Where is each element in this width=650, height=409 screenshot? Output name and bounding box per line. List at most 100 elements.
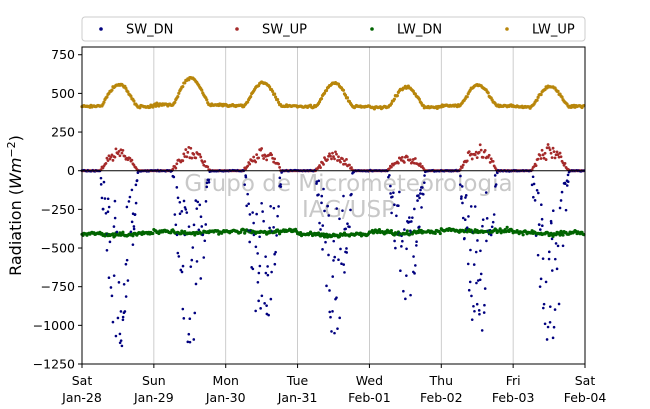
- x-tick-label: Mon Jan-30: [205, 373, 246, 405]
- sw-dn-point: [101, 207, 105, 211]
- sw-dn-point: [410, 220, 413, 223]
- sw-up-point: [465, 159, 469, 163]
- x-tick-label: Wed Feb-01: [348, 373, 391, 405]
- plot-frame: [81, 46, 586, 365]
- sw-dn-point: [199, 277, 203, 280]
- sw-dn-point: [257, 271, 261, 275]
- sw-dn-point: [339, 247, 342, 251]
- sw-dn-point: [200, 225, 204, 228]
- sw-dn-point: [566, 180, 570, 183]
- sw-dn-point: [536, 253, 540, 257]
- lw-up-point: [249, 95, 253, 99]
- sw-up-point: [461, 163, 465, 167]
- sw-up-point: [198, 152, 202, 156]
- sw-dn-point: [494, 183, 498, 186]
- sw-up-point: [389, 165, 393, 169]
- sw-up-point: [542, 156, 546, 160]
- sw-up-point: [270, 153, 274, 157]
- sw-dn-point: [557, 302, 561, 306]
- y-tick-label: 0: [67, 163, 75, 178]
- sw-dn-point: [247, 202, 250, 206]
- sw-up-point: [182, 152, 186, 156]
- sw-dn-point: [496, 171, 499, 175]
- sw-dn-point: [416, 199, 419, 202]
- sw-dn-point: [317, 179, 321, 183]
- sw-dn-point: [531, 175, 535, 179]
- sw-dn-point: [460, 195, 463, 198]
- sw-dn-point: [194, 282, 198, 286]
- sw-dn-point: [393, 239, 396, 243]
- sw-dn-point: [135, 179, 139, 182]
- lw-up-point: [535, 98, 539, 102]
- sw-up-point: [118, 154, 122, 158]
- sw-dn-point: [331, 275, 335, 278]
- y-tick-label: −250: [41, 202, 75, 217]
- sw-dn-point: [188, 317, 192, 321]
- sw-dn-point: [413, 272, 416, 275]
- sw-dn-point: [193, 311, 197, 315]
- sw-dn-point: [333, 255, 337, 259]
- sw-dn-point: [420, 206, 423, 209]
- sw-dn-point: [173, 213, 177, 216]
- sw-dn-point: [102, 180, 106, 184]
- sw-dn-point: [400, 245, 403, 248]
- sw-dn-point: [473, 205, 477, 208]
- lw-dn-point: [551, 234, 555, 238]
- sw-up-point: [473, 153, 477, 157]
- sw-dn-point: [131, 243, 135, 246]
- sw-dn-point: [565, 184, 569, 187]
- sw-dn-point: [123, 310, 127, 313]
- sw-dn-point: [324, 240, 327, 244]
- sw-dn-point: [323, 209, 326, 213]
- sw-dn-point: [561, 244, 565, 248]
- sw-dn-point: [392, 191, 395, 195]
- x-tick-label: Sat Feb-04: [564, 373, 607, 405]
- lw-up-point: [176, 94, 180, 99]
- sw-up-point: [130, 158, 134, 162]
- sw-dn-point: [412, 255, 415, 258]
- sw-up-point: [546, 143, 550, 146]
- sw-dn-point: [327, 214, 331, 217]
- sw-dn-point: [459, 174, 462, 178]
- sw-up-point: [539, 157, 543, 160]
- lw-dn-point: [521, 233, 525, 237]
- lw-dn-point: [337, 234, 342, 239]
- sw-up-point: [541, 153, 545, 157]
- sw-dn-point: [207, 181, 211, 184]
- sw-dn-point: [563, 182, 567, 186]
- sw-up-point: [334, 150, 337, 154]
- sw-up-point: [563, 161, 567, 165]
- sw-dn-point: [566, 173, 570, 177]
- sw-dn-point: [530, 183, 534, 187]
- sw-dn-point: [538, 285, 542, 288]
- sw-up-point: [559, 155, 563, 159]
- sw-up-point: [551, 146, 555, 150]
- sw-up-point: [481, 155, 485, 159]
- sw-dn-point: [109, 286, 113, 289]
- x-tick-label: Sat Jan-28: [61, 373, 102, 405]
- sw-up-point: [536, 157, 540, 161]
- sw-dn-point: [204, 200, 208, 203]
- sw-dn-point: [464, 194, 468, 197]
- sw-dn-point: [549, 221, 553, 225]
- sw-dn-point: [417, 194, 420, 197]
- sw-dn-point: [272, 225, 275, 229]
- sw-dn-point: [335, 296, 338, 299]
- sw-dn-point: [533, 199, 537, 202]
- sw-dn-point: [204, 223, 208, 226]
- sw-dn-point: [192, 223, 196, 227]
- sw-up-point: [335, 152, 338, 156]
- sw-dn-point: [483, 287, 487, 290]
- sw-up-point: [106, 159, 110, 163]
- legend-marker: [235, 27, 239, 31]
- sw-dn-point: [184, 208, 188, 211]
- sw-dn-point: [270, 270, 273, 274]
- sw-dn-point: [273, 252, 276, 256]
- sw-dn-point: [273, 262, 277, 266]
- sw-up-point: [117, 149, 121, 153]
- sw-dn-point: [195, 260, 199, 263]
- sw-dn-point: [182, 317, 186, 320]
- sw-up-point: [272, 160, 276, 164]
- sw-dn-point: [130, 188, 134, 192]
- sw-dn-point: [320, 194, 324, 198]
